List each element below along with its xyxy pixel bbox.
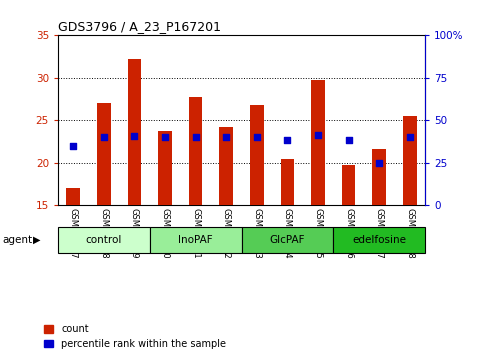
Point (314, 132, 322, 138)
Bar (281, 159, 294, 205)
Point (222, 135, 230, 140)
Bar (97, 103, 111, 205)
Text: edelfosine: edelfosine (352, 235, 406, 245)
Point (70, 143, 77, 149)
Text: InoPAF: InoPAF (178, 235, 213, 245)
Bar (341, 165, 355, 205)
Bar (219, 127, 233, 205)
Point (100, 135, 108, 140)
Bar (158, 131, 172, 205)
Bar (66, 188, 80, 205)
Bar (250, 105, 264, 205)
FancyBboxPatch shape (58, 227, 150, 253)
Text: GlcPAF: GlcPAF (270, 235, 305, 245)
Bar (128, 59, 142, 205)
FancyBboxPatch shape (242, 227, 333, 253)
Point (192, 135, 199, 140)
Text: control: control (85, 235, 122, 245)
FancyBboxPatch shape (150, 227, 242, 253)
Bar (189, 97, 202, 205)
Text: ▶: ▶ (33, 235, 41, 245)
Point (345, 137, 353, 143)
Bar (311, 80, 325, 205)
Bar (403, 116, 417, 205)
Point (130, 133, 138, 138)
Point (284, 137, 291, 143)
Point (161, 135, 169, 140)
Point (253, 134, 261, 139)
Point (375, 160, 383, 166)
Point (406, 134, 413, 139)
Bar (372, 149, 386, 205)
FancyBboxPatch shape (333, 227, 425, 253)
Legend: count, percentile rank within the sample: count, percentile rank within the sample (43, 324, 226, 349)
Text: agent: agent (2, 235, 32, 245)
Text: GDS3796 / A_23_P167201: GDS3796 / A_23_P167201 (58, 20, 221, 33)
